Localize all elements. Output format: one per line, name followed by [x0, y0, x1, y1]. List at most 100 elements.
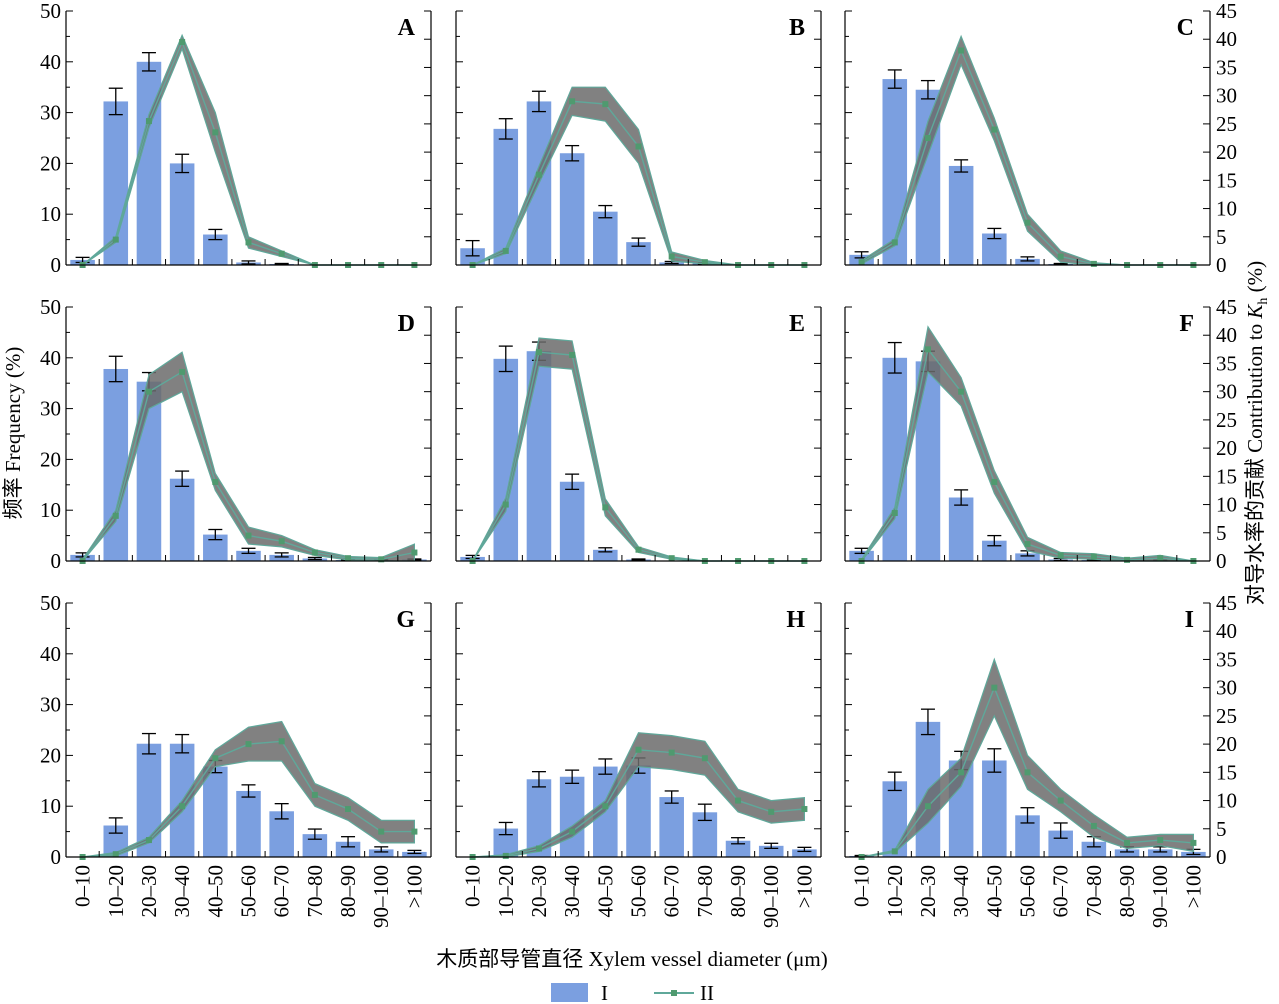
contribution-band — [472, 337, 805, 562]
contribution-marker — [245, 741, 252, 748]
contribution-marker — [535, 845, 542, 852]
contribution-marker — [924, 135, 931, 141]
y-tick-label-left: 40 — [40, 642, 61, 666]
contribution-marker — [112, 236, 119, 243]
panel-a: 0 10 20 30 40 50 A — [40, 0, 432, 277]
contribution-marker — [535, 171, 542, 178]
bar — [1015, 258, 1040, 265]
y-tick-label-left: 10 — [40, 202, 61, 226]
x-tick-label: 50–60 — [237, 865, 261, 918]
legend-bar-label: I — [601, 981, 608, 1004]
y-tick-label-left: 40 — [40, 346, 61, 370]
contribution-marker — [145, 837, 152, 844]
y-tick-label-left: 50 — [40, 591, 61, 615]
contribution-marker — [212, 478, 219, 485]
y-tick-label-right: 15 — [1216, 168, 1237, 192]
y-tick-label-right: 25 — [1216, 408, 1237, 432]
contribution-marker — [1090, 260, 1097, 267]
y-tick-label-right: 20 — [1216, 140, 1237, 164]
contribution-marker — [924, 346, 931, 353]
contribution-marker — [345, 555, 352, 562]
x-tick-label: 0–10 — [850, 865, 874, 907]
legend-line-marker — [671, 990, 677, 996]
x-tick-label: 10–20 — [104, 865, 128, 918]
bar — [1081, 841, 1107, 857]
contribution-marker — [345, 806, 352, 813]
legend-line-label: II — [700, 981, 714, 1004]
x-tick-label: 70–80 — [693, 865, 717, 918]
y-tick-label-left: 10 — [40, 498, 61, 522]
bar — [335, 841, 361, 857]
panel-letter: H — [786, 607, 805, 633]
contribution-marker — [245, 239, 252, 246]
x-tick-label: 10–20 — [883, 865, 907, 918]
panel-c: 0 5 10 15 20 25 30 35 40 45 C — [844, 0, 1237, 277]
x-tick-label: 30–40 — [170, 865, 194, 918]
contribution-band — [472, 86, 805, 266]
bar — [1114, 849, 1140, 857]
y-tick-label-right: 45 — [1216, 0, 1237, 23]
y-tick-label-right: 15 — [1216, 464, 1237, 488]
y-tick-label-right: 0 — [1216, 845, 1227, 869]
contribution-marker — [1024, 769, 1031, 776]
x-tick-label: 80–90 — [726, 865, 750, 918]
contribution-marker — [768, 808, 775, 815]
panel-d: 0 10 20 30 40 50 D — [40, 295, 432, 573]
bar — [136, 61, 162, 265]
contribution-marker — [502, 852, 509, 859]
bar — [948, 497, 974, 561]
contribution-line — [861, 48, 1194, 266]
panel-letter: D — [398, 311, 415, 337]
legend: I II — [551, 981, 714, 1004]
panel-i: 0 5 10 15 20 25 30 35 40 45 0–10 10–20 20–30 30–40 40–… — [844, 591, 1237, 928]
contribution-marker — [411, 828, 418, 835]
bar — [169, 478, 195, 561]
contribution-marker — [1157, 837, 1164, 844]
x-tick-label: 0–10 — [461, 865, 485, 907]
contribution-marker — [502, 501, 509, 508]
x-tick-label: 50–60 — [627, 865, 651, 918]
contribution-marker — [958, 769, 965, 776]
panel-g: 0 10 20 30 40 50 0–10 10–20 20–30 30–40 40–50 50–60… — [40, 591, 432, 928]
bar — [493, 128, 519, 265]
contribution-marker — [212, 755, 219, 762]
y-tick-label-right: 20 — [1216, 436, 1237, 460]
y-tick-label-right: 0 — [1216, 253, 1227, 277]
y-tick-label-left: 0 — [51, 845, 62, 869]
contribution-band — [82, 33, 415, 266]
x-tick-label: 60–70 — [660, 865, 684, 918]
contribution-marker — [991, 478, 998, 485]
x-tick-label: 20–30 — [527, 865, 551, 918]
x-tick-label: 60–70 — [270, 865, 294, 918]
bar — [1147, 849, 1173, 857]
bar — [1015, 553, 1040, 561]
bar — [948, 165, 974, 265]
x-tick-label: 90–100 — [759, 865, 783, 928]
contribution-marker — [668, 749, 675, 756]
x-tick-label: >100 — [1181, 865, 1205, 908]
contribution-marker — [602, 504, 609, 511]
y-tick-label-left: 20 — [40, 743, 61, 767]
contribution-line — [471, 351, 805, 562]
contribution-band — [860, 34, 1194, 266]
contribution-marker — [891, 239, 898, 246]
bar — [593, 211, 618, 265]
contribution-marker — [991, 684, 998, 691]
contribution-marker — [924, 803, 931, 810]
contribution-marker — [411, 549, 418, 556]
contribution-marker — [858, 259, 865, 266]
contribution-marker — [635, 143, 642, 150]
bar — [982, 760, 1007, 857]
x-tick-label: 90–100 — [369, 865, 393, 928]
y-tick-label-left: 30 — [40, 397, 61, 421]
x-tick-label: 0–10 — [71, 865, 95, 907]
contribution-marker — [701, 755, 708, 762]
contribution-marker — [1057, 552, 1064, 559]
y-tick-label-right: 25 — [1216, 704, 1237, 728]
bar — [559, 153, 585, 265]
y-tick-label-right: 45 — [1216, 295, 1237, 319]
y-axis-title-left: 频率 Frequency (%) — [1, 347, 25, 520]
contribution-marker — [1090, 822, 1097, 829]
x-tick-label: 40–50 — [593, 865, 617, 918]
x-axis-title: 木质部导管直径 Xylem vessel diameter (μm) — [436, 947, 828, 971]
